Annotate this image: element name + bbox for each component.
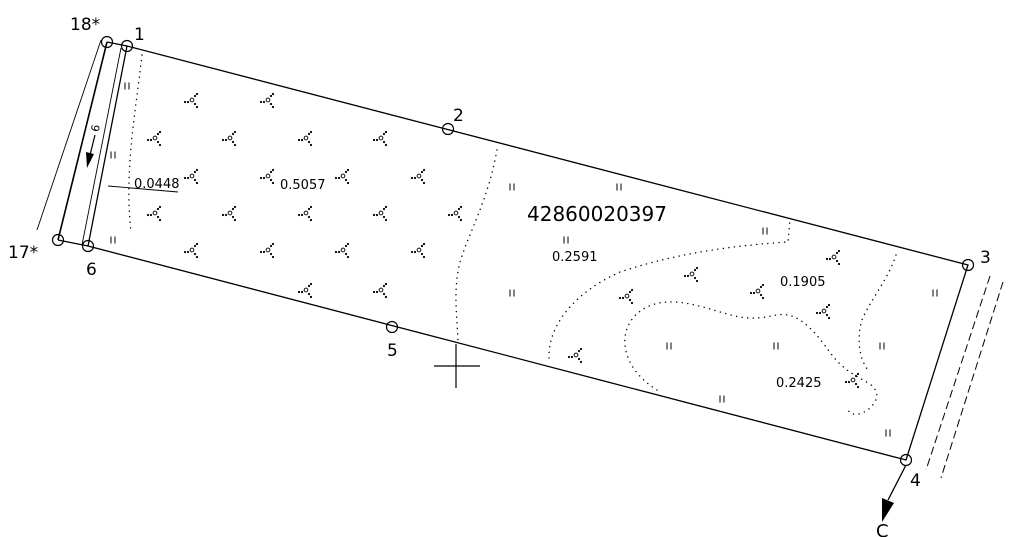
survey-cross-mark [434, 344, 480, 388]
north-arrow [882, 464, 907, 522]
survey-point-5 [385, 320, 399, 334]
point-label-4: 4 [910, 471, 921, 491]
point-label-1: 1 [134, 25, 145, 45]
area-label-4: 0.1905 [780, 275, 826, 290]
survey-point-17 [51, 233, 65, 247]
point-label-6: 6 [86, 260, 97, 280]
parcel-number: 42860020397 [527, 202, 667, 226]
point-label-2: 2 [453, 106, 464, 126]
width-arrow [86, 134, 96, 168]
area-labels: 0.0448 0.5057 0.2591 0.1905 0.2425 [134, 177, 826, 391]
survey-point-6 [81, 239, 95, 253]
shrub-symbols [146, 92, 860, 389]
survey-point-18 [100, 35, 114, 49]
strip-width-label: 9 [88, 123, 102, 132]
point-labels: 18* 1 2 3 4 5 6 17* [8, 15, 991, 491]
area-label-1: 0.0448 [134, 177, 180, 192]
point-label-3: 3 [980, 248, 991, 268]
north-label: С [876, 521, 889, 537]
point-label-5: 5 [387, 341, 398, 361]
area-label-3: 0.2591 [552, 250, 598, 265]
survey-point-3 [961, 258, 975, 272]
parcel-boundary [87, 45, 969, 461]
land-use-contours [128, 54, 897, 415]
point-label-17: 17* [8, 243, 38, 263]
survey-point-2 [441, 122, 455, 136]
adjacent-dashed-lines [925, 275, 1004, 479]
area-leader-line [107, 185, 179, 193]
adjacent-strip [36, 39, 128, 247]
area-label-5: 0.2425 [776, 376, 822, 391]
area-label-2: 0.5057 [280, 178, 326, 193]
survey-point-1 [120, 39, 134, 53]
point-label-18: 18* [70, 15, 100, 35]
